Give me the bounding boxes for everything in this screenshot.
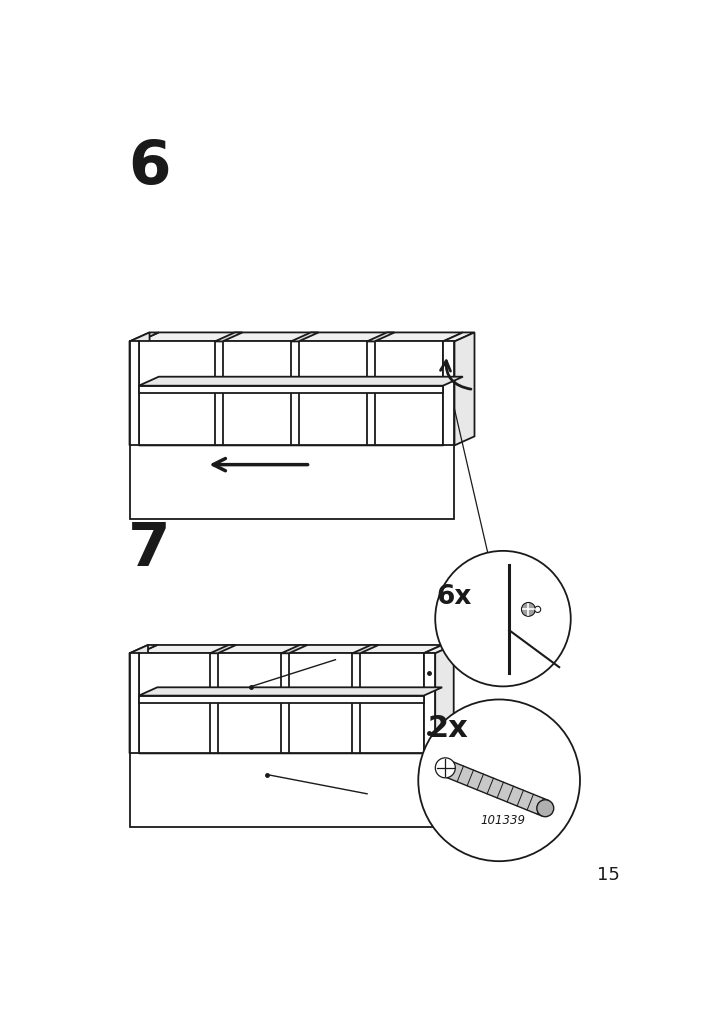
Polygon shape bbox=[129, 645, 148, 753]
Polygon shape bbox=[423, 654, 436, 753]
Polygon shape bbox=[367, 333, 395, 342]
Polygon shape bbox=[423, 645, 453, 654]
Text: 101339: 101339 bbox=[481, 813, 526, 826]
Polygon shape bbox=[353, 645, 378, 654]
Circle shape bbox=[535, 607, 540, 613]
Polygon shape bbox=[139, 654, 423, 753]
Polygon shape bbox=[210, 645, 236, 654]
Polygon shape bbox=[367, 342, 375, 446]
Circle shape bbox=[537, 800, 554, 817]
Polygon shape bbox=[455, 333, 475, 446]
Text: 2x: 2x bbox=[428, 714, 468, 742]
Polygon shape bbox=[129, 333, 149, 446]
Polygon shape bbox=[139, 437, 463, 446]
Polygon shape bbox=[129, 411, 455, 519]
Polygon shape bbox=[210, 654, 218, 753]
Polygon shape bbox=[215, 342, 223, 446]
Polygon shape bbox=[215, 333, 243, 342]
Polygon shape bbox=[353, 654, 360, 753]
Polygon shape bbox=[139, 687, 442, 696]
Text: 6: 6 bbox=[128, 139, 171, 197]
Polygon shape bbox=[139, 645, 442, 654]
Polygon shape bbox=[139, 386, 443, 394]
Polygon shape bbox=[281, 645, 308, 654]
Polygon shape bbox=[129, 654, 139, 753]
Circle shape bbox=[521, 603, 536, 617]
Polygon shape bbox=[443, 342, 455, 446]
Polygon shape bbox=[129, 333, 159, 342]
Polygon shape bbox=[139, 342, 443, 446]
Polygon shape bbox=[443, 333, 475, 342]
Polygon shape bbox=[436, 645, 453, 753]
Polygon shape bbox=[139, 745, 442, 753]
Text: 7: 7 bbox=[128, 519, 171, 578]
Polygon shape bbox=[139, 377, 463, 386]
Polygon shape bbox=[129, 645, 157, 654]
Polygon shape bbox=[129, 723, 436, 827]
Circle shape bbox=[418, 700, 580, 861]
Polygon shape bbox=[291, 342, 298, 446]
Circle shape bbox=[436, 758, 456, 778]
Text: 6x: 6x bbox=[437, 583, 472, 609]
Text: 15: 15 bbox=[597, 864, 620, 883]
Polygon shape bbox=[442, 760, 548, 816]
Circle shape bbox=[436, 551, 570, 686]
Polygon shape bbox=[139, 333, 463, 342]
Polygon shape bbox=[129, 342, 139, 446]
Polygon shape bbox=[281, 654, 289, 753]
Polygon shape bbox=[139, 696, 423, 704]
Polygon shape bbox=[291, 333, 318, 342]
